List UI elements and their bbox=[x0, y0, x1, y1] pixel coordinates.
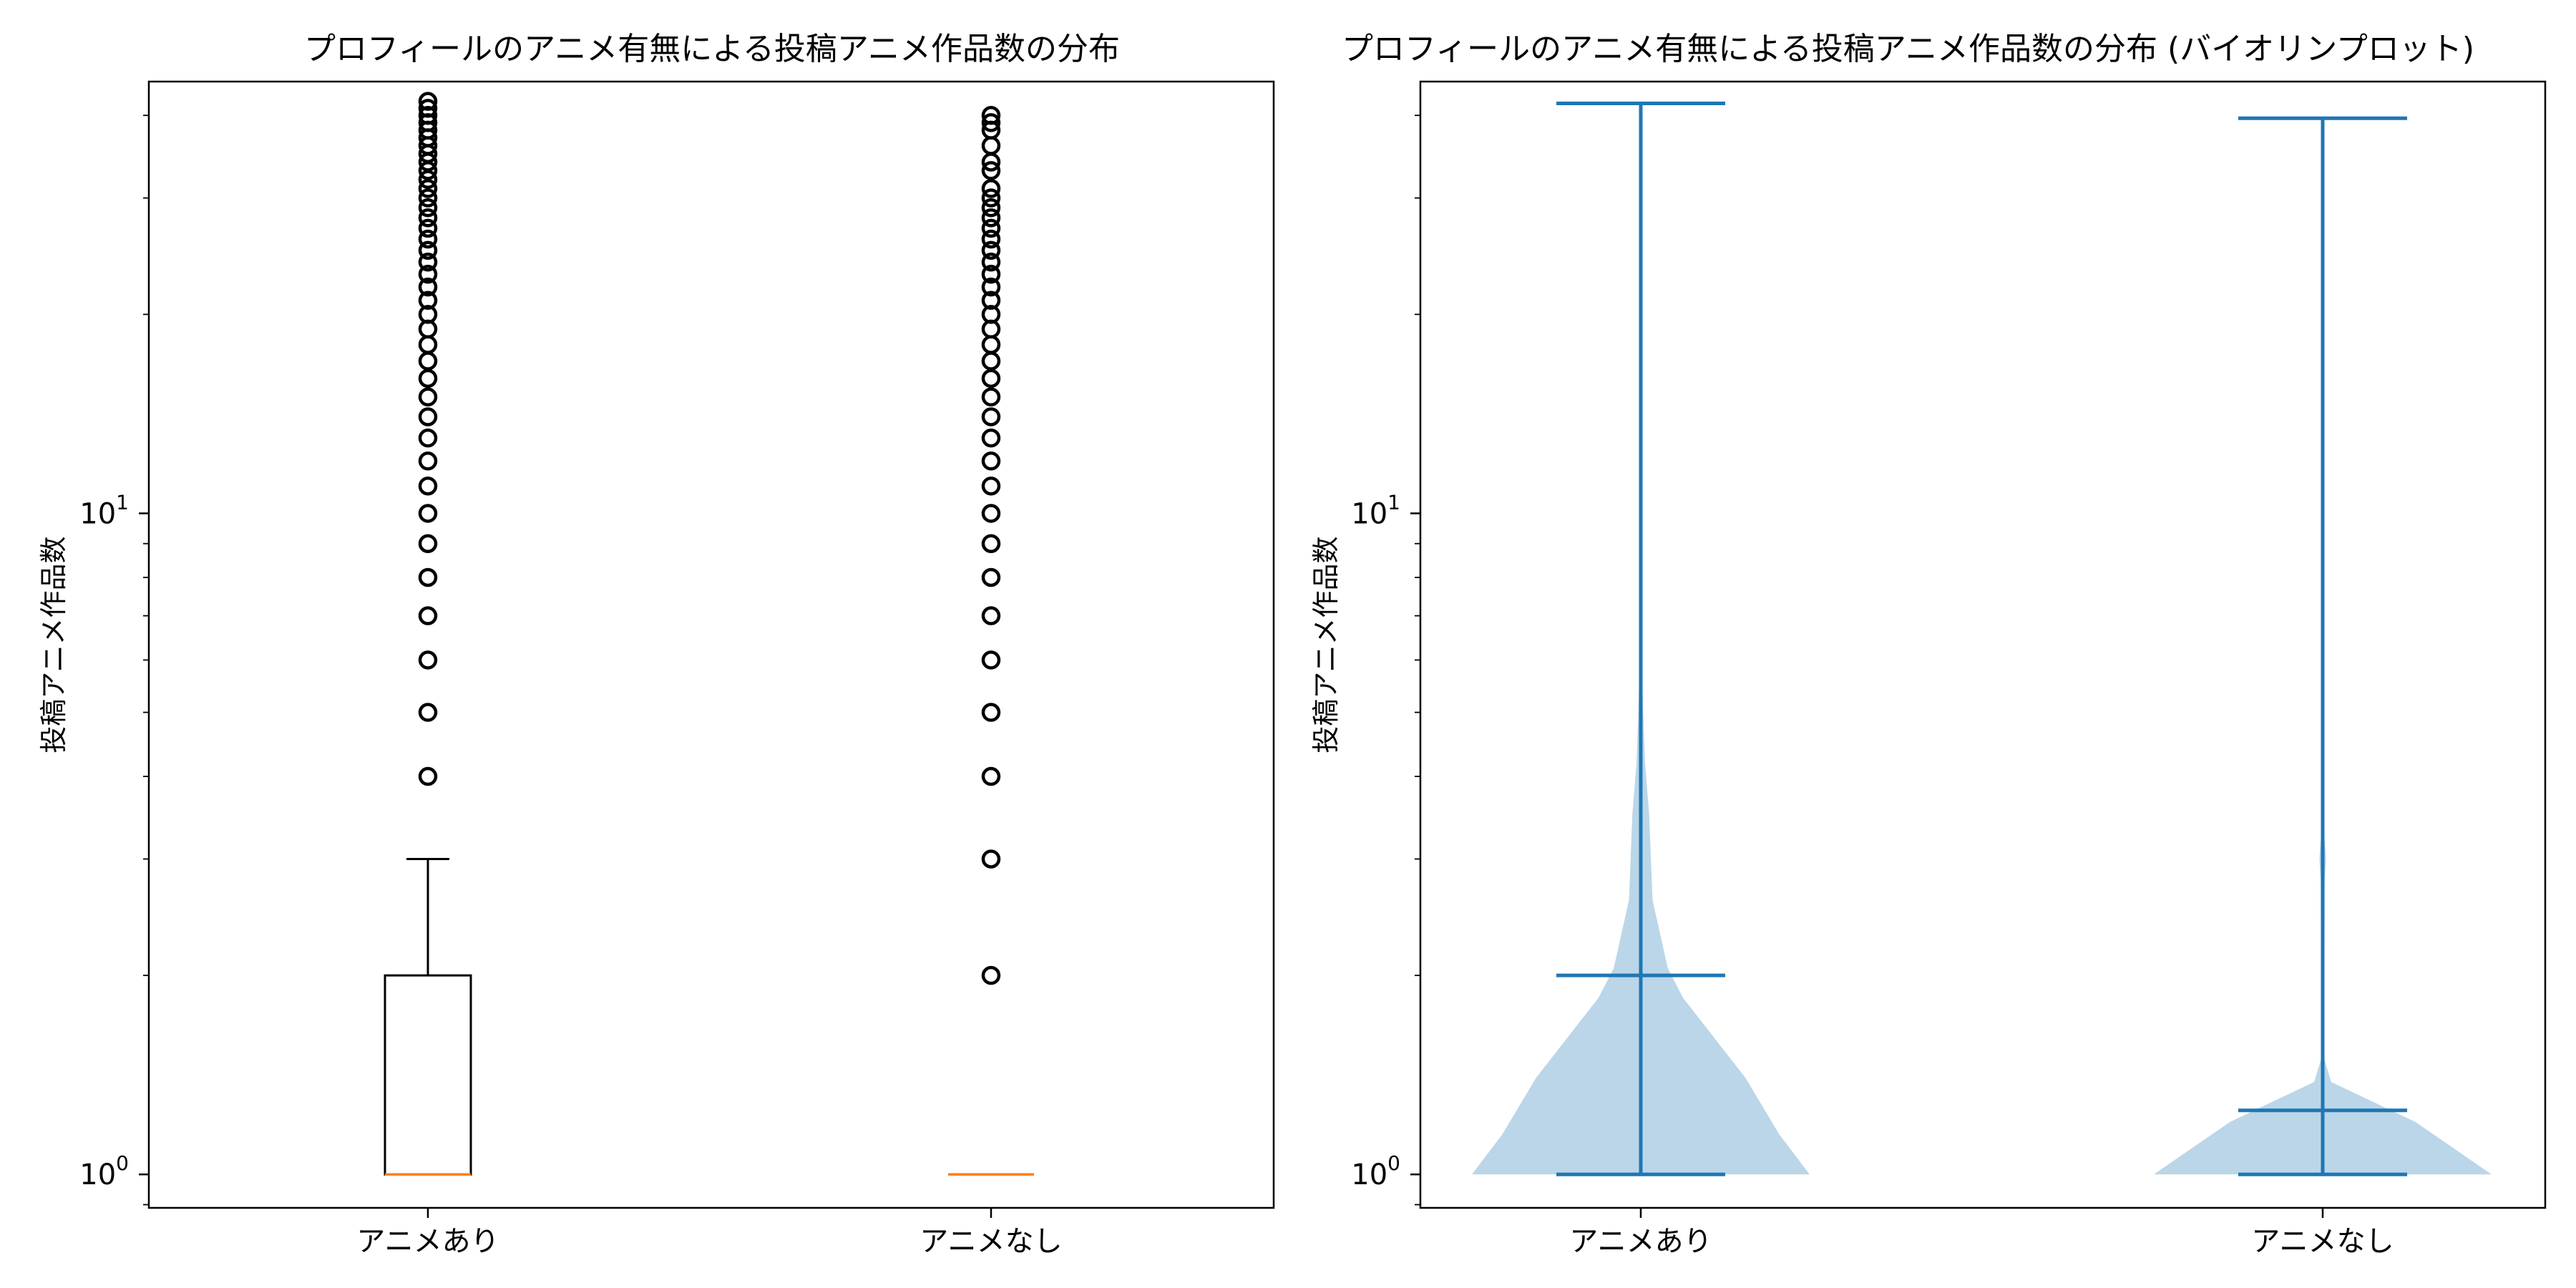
outlier-point bbox=[418, 277, 438, 297]
outlier-point bbox=[981, 188, 1001, 208]
x-tick-label: アニメなし bbox=[2251, 1225, 2394, 1258]
outlier-point bbox=[981, 534, 1001, 553]
outlier-point bbox=[981, 476, 1001, 496]
violin-group bbox=[2154, 116, 2492, 1176]
outlier-point bbox=[418, 188, 438, 208]
outlier-point bbox=[981, 240, 1001, 260]
outlier-point bbox=[981, 277, 1001, 297]
outlier-point bbox=[981, 208, 1001, 228]
outlier-point bbox=[418, 650, 438, 670]
outlier-point bbox=[981, 218, 1001, 238]
y-tick-label: 100 bbox=[1351, 1151, 1400, 1191]
outlier-point bbox=[981, 452, 1001, 471]
outlier-point bbox=[981, 265, 1001, 284]
outlier-point bbox=[418, 106, 438, 125]
outlier-point bbox=[418, 240, 438, 260]
violin-y-axis-label: 投稿アニメ作品数 bbox=[1310, 536, 1342, 753]
outlier-point bbox=[418, 407, 438, 426]
outlier-point bbox=[418, 170, 438, 190]
outlier-point bbox=[981, 198, 1001, 218]
outlier-point bbox=[418, 369, 438, 389]
outlier-point bbox=[418, 567, 438, 587]
outlier-point bbox=[981, 504, 1001, 523]
outlier-point bbox=[418, 198, 438, 218]
outlier-point bbox=[418, 208, 438, 228]
outlier-point bbox=[981, 650, 1001, 670]
outlier-point bbox=[418, 504, 438, 523]
outlier-point bbox=[981, 252, 1001, 272]
outlier-point bbox=[418, 218, 438, 238]
outlier-point bbox=[981, 606, 1001, 625]
outlier-point bbox=[418, 428, 438, 448]
violin-panel: プロフィールのアニメ有無による投稿アニメ作品数の分布 (バイオリンプロット) 1… bbox=[1310, 31, 2547, 1258]
violin-group bbox=[1472, 102, 1810, 1176]
outlier-point bbox=[418, 452, 438, 471]
outlier-point bbox=[981, 136, 1001, 155]
outlier-point bbox=[418, 606, 438, 625]
outlier-point bbox=[418, 92, 438, 111]
outlier-point bbox=[981, 179, 1001, 198]
box-group bbox=[948, 106, 1034, 1176]
box bbox=[384, 974, 472, 1176]
outlier-point bbox=[418, 291, 438, 311]
boxplot-y-axis-label: 投稿アニメ作品数 bbox=[38, 536, 69, 753]
violin-title: プロフィールのアニメ有無による投稿アニメ作品数の分布 (バイオリンプロット) bbox=[1342, 31, 2474, 67]
outlier-point bbox=[418, 351, 438, 371]
x-tick-label: アニメあり bbox=[1569, 1225, 1712, 1258]
outlier-point bbox=[981, 113, 1001, 132]
outlier-point bbox=[418, 179, 438, 198]
outlier-point bbox=[418, 534, 438, 553]
outlier-point bbox=[418, 476, 438, 496]
x-tick-label: アニメあり bbox=[356, 1225, 499, 1258]
outlier-point bbox=[981, 335, 1001, 354]
outlier-point bbox=[418, 265, 438, 284]
outlier-point bbox=[418, 229, 438, 249]
outlier-point bbox=[418, 305, 438, 324]
outlier-point bbox=[981, 965, 1001, 985]
boxplot-title: プロフィールのアニメ有無による投稿アニメ作品数の分布 bbox=[304, 31, 1120, 67]
boxplot-panel: プロフィールのアニメ有無による投稿アニメ作品数の分布 100 101 アニメあり ア… bbox=[38, 31, 1275, 1258]
outlier-point bbox=[981, 369, 1001, 389]
outlier-point bbox=[418, 252, 438, 272]
outlier-point bbox=[418, 99, 438, 118]
outlier-point bbox=[981, 387, 1001, 407]
outlier-point bbox=[981, 351, 1001, 371]
violin-axes-frame bbox=[1419, 80, 2547, 1209]
outlier-point bbox=[981, 161, 1001, 180]
outlier-point bbox=[981, 305, 1001, 324]
outlier-point bbox=[981, 567, 1001, 587]
outlier-point bbox=[981, 407, 1001, 426]
outlier-point bbox=[418, 335, 438, 354]
y-tick-label: 100 bbox=[79, 1151, 129, 1191]
outlier-point bbox=[981, 703, 1001, 722]
box-group bbox=[384, 92, 472, 1176]
boxplot-axes-frame bbox=[147, 80, 1275, 1209]
outlier-point bbox=[981, 229, 1001, 249]
outlier-point bbox=[418, 387, 438, 407]
x-tick-label: アニメなし bbox=[919, 1225, 1062, 1258]
outlier-point bbox=[981, 106, 1001, 125]
y-tick-label: 101 bbox=[79, 490, 129, 530]
outlier-point bbox=[418, 766, 438, 786]
outlier-point bbox=[981, 849, 1001, 869]
outlier-point bbox=[981, 428, 1001, 448]
outlier-point bbox=[981, 291, 1001, 311]
outlier-point bbox=[981, 766, 1001, 786]
outlier-point bbox=[418, 703, 438, 722]
y-tick-label: 101 bbox=[1351, 490, 1400, 530]
